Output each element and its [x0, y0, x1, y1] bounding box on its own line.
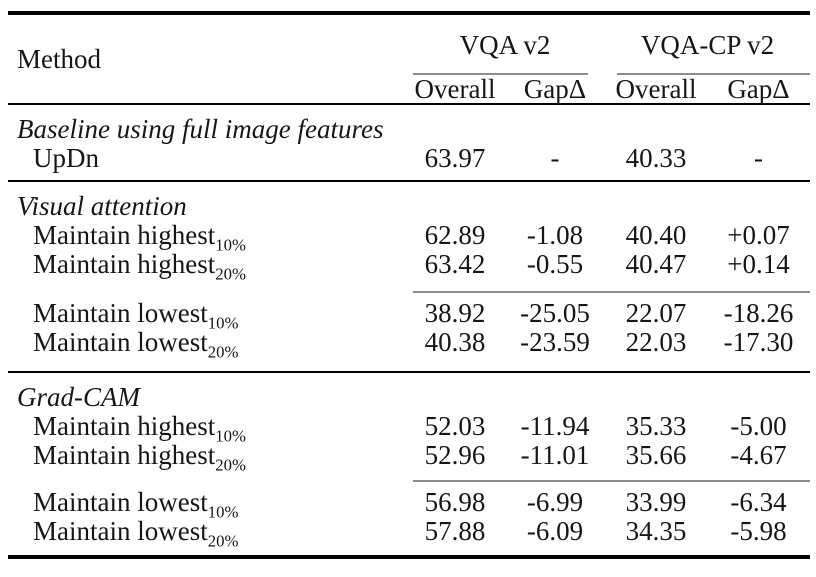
value-cell: 52.03: [424, 411, 486, 441]
method-row-gc-highest-10: Maintain highest10% 52.03 -11.94 35.33 -…: [8, 411, 810, 445]
table-header: Method VQA v2 VQA-CP v2 Overall GapΔ Ove…: [8, 15, 810, 103]
value-cell: 40.47: [625, 249, 687, 279]
method-label: Maintain highest: [33, 411, 216, 441]
method-name: Maintain highest10%: [8, 220, 405, 254]
group-header-vqa-cp-v2-label: VQA-CP v2: [640, 29, 775, 60]
value-cell: 40.38: [424, 327, 486, 357]
method-name: Maintain highest20%: [8, 440, 405, 474]
value-cell: 33.99: [625, 487, 687, 517]
top-rule: [8, 11, 810, 15]
splitrule-grad-cam: [413, 480, 810, 482]
section-title-baseline: Baseline using full image features: [17, 114, 384, 144]
value-cell: 22.07: [625, 298, 687, 328]
value-cell: 35.66: [625, 440, 687, 470]
subheader-overall-vqa-cp-v2: Overall: [615, 74, 697, 104]
method-label: Maintain lowest: [33, 516, 208, 546]
value-cell: -6.99: [526, 487, 584, 517]
value-cell: -4.67: [730, 440, 787, 470]
cmidrule-vqa-cp-v2: [617, 73, 810, 75]
splitrule-visual-attention: [413, 291, 810, 293]
subheader-overall-vqa-v2: Overall: [414, 74, 496, 104]
value-cell: -25.05: [520, 298, 590, 328]
value-cell: -23.59: [520, 327, 590, 357]
method-row-va-highest-20: Maintain highest20% 63.42 -0.55 40.47 +0…: [8, 249, 810, 283]
cmidrule-vqa-v2: [413, 73, 588, 75]
value-cell: 63.42: [424, 249, 486, 279]
subheader-gap-vqa-v2: GapΔ: [523, 74, 587, 104]
method-row-gc-lowest-10: Maintain lowest10% 56.98 -6.99 33.99 -6.…: [8, 487, 810, 521]
value-cell: -6.09: [526, 516, 584, 546]
subheader-gap-vqa-cp-v2: GapΔ: [727, 74, 790, 104]
value-cell: 40.33: [625, 143, 687, 173]
method-label: Maintain lowest: [33, 298, 208, 328]
value-cell: -0.55: [526, 249, 584, 279]
value-cell: +0.07: [727, 220, 790, 250]
method-name: Maintain lowest10%: [8, 487, 405, 521]
value-cell: -: [550, 143, 560, 173]
value-cell: -5.98: [730, 516, 787, 546]
value-cell: 34.35: [625, 516, 687, 546]
value-cell: -: [754, 143, 763, 173]
method-row-va-lowest-10: Maintain lowest10% 38.92 -25.05 22.07 -1…: [8, 298, 810, 332]
value-cell: -6.34: [730, 487, 787, 517]
value-cell: -5.00: [730, 411, 787, 441]
method-row-va-lowest-20: Maintain lowest20% 40.38 -23.59 22.03 -1…: [8, 327, 810, 361]
subheader-row: Overall GapΔ Overall GapΔ: [405, 75, 810, 103]
method-row-gc-highest-20: Maintain highest20% 52.96 -11.01 35.66 -…: [8, 440, 810, 474]
group-header-vqa-v2: VQA v2: [405, 15, 605, 75]
midrule-2: [8, 371, 810, 373]
method-label: UpDn: [33, 143, 99, 173]
method-name: Maintain lowest20%: [8, 327, 405, 361]
value-cell: -17.30: [723, 327, 794, 357]
method-name: Maintain highest10%: [8, 411, 405, 445]
section-title-grad-cam: Grad-CAM: [17, 382, 140, 412]
bottom-rule: [8, 555, 810, 559]
method-subscript: 20%: [215, 455, 246, 475]
value-cell: 52.96: [424, 440, 486, 470]
method-label: Maintain highest: [33, 220, 216, 250]
method-subscript: 10%: [207, 313, 239, 333]
method-label: Maintain highest: [33, 249, 216, 279]
method-column-header: Method: [17, 43, 101, 74]
value-cell: +0.14: [727, 249, 790, 279]
method-row-updn: UpDn 63.97 - 40.33 -: [8, 144, 810, 173]
value-cell: 38.92: [424, 298, 486, 328]
value-cell: 57.88: [424, 516, 486, 546]
method-row-gc-lowest-20: Maintain lowest20% 57.88 -6.09 34.35 -5.…: [8, 516, 810, 550]
value-cell: 62.89: [424, 220, 486, 250]
method-subscript: 20%: [207, 531, 239, 551]
method-subscript: 20%: [215, 264, 246, 284]
header-rule: [8, 103, 810, 105]
section-title-visual-attention: Visual attention: [17, 191, 187, 221]
method-name: Maintain highest20%: [8, 249, 405, 283]
method-name: Maintain lowest20%: [8, 516, 405, 550]
method-subscript: 10%: [215, 235, 246, 255]
value-cell: -11.94: [520, 411, 590, 441]
value-cell: 22.03: [625, 327, 687, 357]
method-row-va-highest-10: Maintain highest10% 62.89 -1.08 40.40 +0…: [8, 220, 810, 254]
method-label: Maintain lowest: [33, 487, 208, 517]
method-subscript: 10%: [207, 502, 239, 522]
value-cell: 56.98: [424, 487, 486, 517]
method-subscript: 20%: [207, 342, 239, 362]
midrule-1: [8, 180, 810, 182]
method-label: Maintain highest: [33, 440, 216, 470]
group-header-vqa-v2-label: VQA v2: [459, 29, 551, 60]
method-name: UpDn: [8, 144, 405, 173]
group-header-vqa-cp-v2: VQA-CP v2: [605, 15, 810, 75]
value-cell: -18.26: [723, 298, 794, 328]
value-cell: 35.33: [625, 411, 687, 441]
value-cell: 40.40: [625, 220, 687, 250]
value-cell: -11.01: [520, 440, 590, 470]
method-subscript: 10%: [215, 426, 246, 446]
value-cell: 63.97: [424, 143, 486, 173]
value-cell: -1.08: [526, 220, 584, 250]
method-name: Maintain lowest10%: [8, 298, 405, 332]
method-label: Maintain lowest: [33, 327, 208, 357]
